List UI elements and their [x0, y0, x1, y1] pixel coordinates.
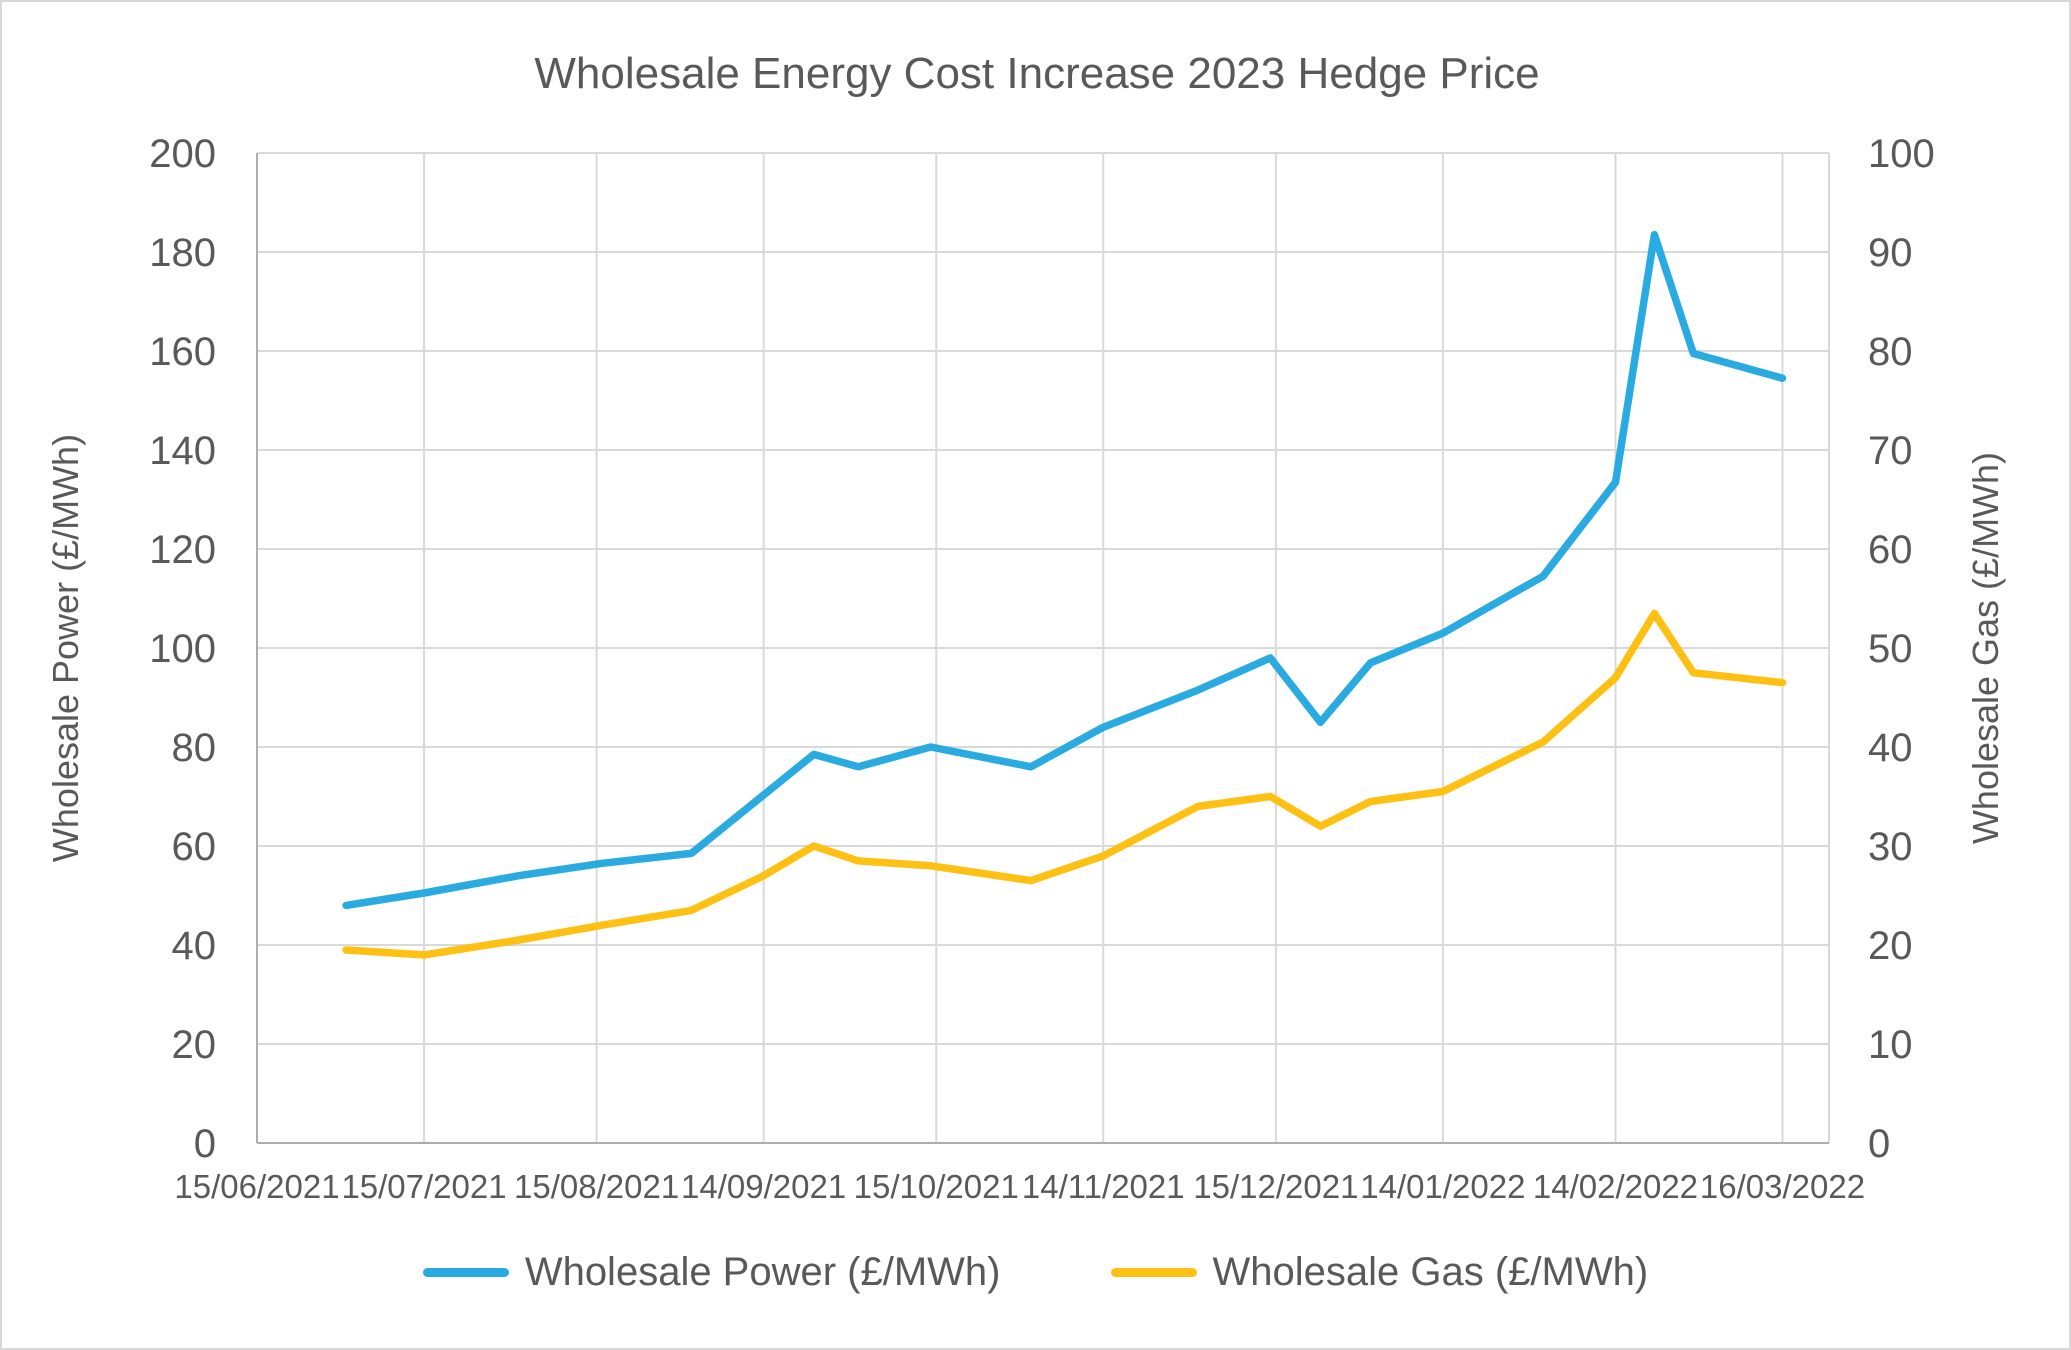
- x-axis-tick-label: 15/08/2021: [514, 1168, 679, 1205]
- y-axis-right-tick-label: 70: [1868, 429, 1913, 473]
- x-axis-tick-label: 15/12/2021: [1193, 1168, 1358, 1205]
- y-axis-left-title: Wholesale Power (£/MWh): [45, 434, 86, 862]
- y-axis-left-tick-label: 0: [194, 1122, 216, 1166]
- y-axis-right-tick-label: 60: [1868, 528, 1913, 572]
- y-axis-left-tick-label: 200: [149, 132, 216, 176]
- y-axis-left-tick-label: 60: [172, 825, 217, 869]
- x-axis-tick-label: 14/02/2022: [1533, 1168, 1698, 1205]
- y-axis-right-tick-label: 20: [1868, 924, 1913, 968]
- y-axis-right-tick-label: 0: [1868, 1122, 1890, 1166]
- y-axis-left-tick-label: 20: [172, 1023, 217, 1067]
- y-axis-left-tick-labels: 0 20 40 60 80 100 120 140 160 180 200: [149, 132, 216, 1166]
- x-axis-tick-label: 15/07/2021: [341, 1168, 506, 1205]
- x-axis-tick-label: 14/09/2021: [681, 1168, 846, 1205]
- y-axis-right-tick-label: 80: [1868, 330, 1913, 374]
- y-axis-left-tick-label: 140: [149, 429, 216, 473]
- y-axis-right-tick-label: 90: [1868, 231, 1913, 275]
- power-series-line: [342, 230, 1787, 910]
- y-axis-right-tick-label: 40: [1868, 726, 1913, 770]
- chart-title: Wholesale Energy Cost Increase 2023 Hedg…: [534, 49, 1539, 98]
- y-axis-left-tick-label: 40: [172, 924, 217, 968]
- gas-series-swatch: [1110, 1268, 1197, 1277]
- y-axis-right-tick-label: 30: [1868, 825, 1913, 869]
- legend: Wholesale Power (£/MWh) Wholesale Gas (£…: [2, 1250, 2069, 1295]
- y-axis-left-tick-label: 120: [149, 528, 216, 572]
- power-series-swatch: [422, 1268, 509, 1277]
- x-axis-tick-label: 16/03/2022: [1700, 1168, 1865, 1205]
- data-series-lines: [342, 230, 1787, 959]
- gridlines: [257, 152, 1830, 1143]
- y-axis-right-tick-label: 50: [1868, 627, 1913, 671]
- legend-item-gas: Wholesale Gas (£/MWh): [1110, 1250, 1649, 1295]
- y-axis-right-tick-labels: 0 10 20 30 40 50 60 70 80 90 100: [1868, 132, 1935, 1166]
- y-axis-left-tick-label: 180: [149, 231, 216, 275]
- y-axis-right-title: Wholesale Gas (£/MWh): [1965, 452, 2006, 844]
- x-axis-tick-label: 14/11/2021: [1022, 1168, 1185, 1205]
- axis-lines: [256, 153, 1829, 1144]
- y-axis-right-tick-label: 100: [1868, 132, 1935, 176]
- gas-series-line: [342, 609, 1787, 959]
- x-axis-tick-label: 15/10/2021: [854, 1168, 1019, 1205]
- y-axis-left-tick-label: 80: [172, 726, 217, 770]
- x-axis-tick-labels: 15/06/2021 15/07/2021 15/08/2021 14/09/2021…: [174, 1168, 1865, 1205]
- y-axis-left-tick-label: 160: [149, 330, 216, 374]
- legend-label-gas: Wholesale Gas (£/MWh): [1212, 1250, 1649, 1294]
- x-axis-tick-label: 15/06/2021: [174, 1168, 339, 1205]
- legend-label-power: Wholesale Power (£/MWh): [524, 1250, 1001, 1294]
- legend-item-power: Wholesale Power (£/MWh): [422, 1250, 1001, 1295]
- y-axis-left-tick-label: 100: [149, 627, 216, 671]
- y-axis-right-tick-label: 10: [1868, 1023, 1913, 1067]
- x-axis-tick-label: 14/01/2022: [1360, 1168, 1525, 1205]
